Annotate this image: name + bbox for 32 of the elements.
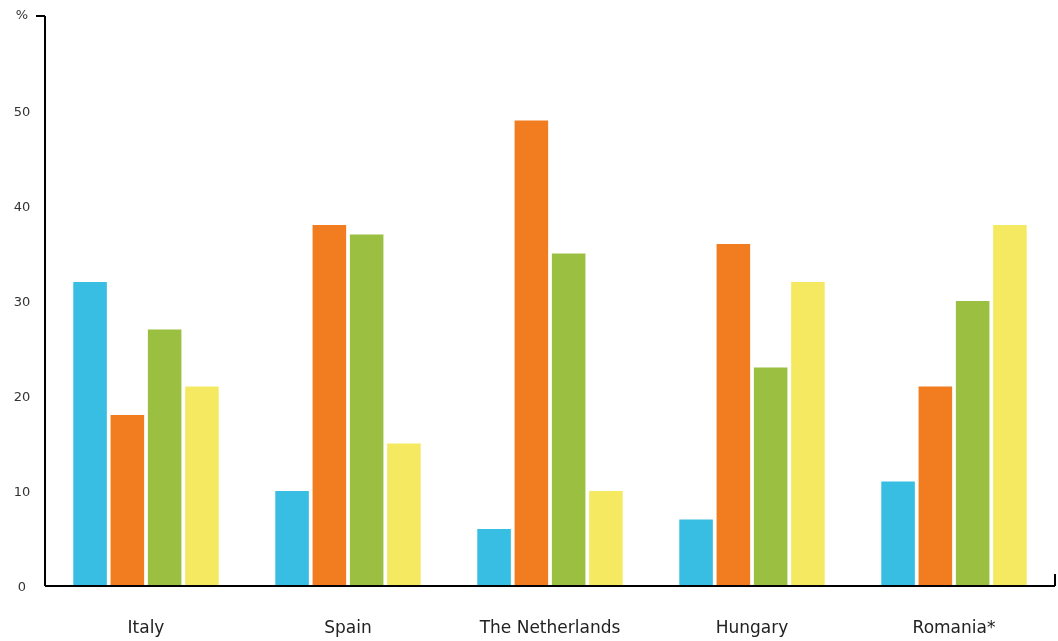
bar	[881, 481, 915, 586]
x-tick-label: Romania*	[912, 617, 996, 637]
bar	[551, 253, 586, 586]
y-axis-title: %	[15, 6, 29, 22]
bar	[679, 519, 713, 586]
bar	[589, 491, 623, 586]
x-tick-label: The Netherlands	[478, 617, 621, 637]
bar	[387, 443, 421, 586]
bar	[185, 386, 219, 586]
bar	[955, 301, 990, 586]
bar	[791, 282, 825, 586]
bar	[73, 282, 107, 586]
bar	[110, 415, 145, 586]
bar	[477, 529, 511, 586]
bar	[514, 120, 549, 586]
x-tick-label: Spain	[324, 617, 372, 637]
bar	[918, 386, 953, 586]
bar	[753, 367, 788, 586]
y-tick-label: 40	[13, 198, 31, 214]
y-tick-label: 20	[13, 388, 31, 404]
y-tick-label: 30	[13, 293, 31, 309]
x-tick-label: Hungary	[715, 617, 789, 637]
bar	[147, 329, 182, 586]
bar	[349, 234, 384, 586]
bar	[993, 225, 1027, 586]
y-tick-label: 50	[13, 103, 31, 119]
bar	[312, 225, 347, 586]
y-tick-label: 0	[17, 578, 27, 594]
bar	[275, 491, 309, 586]
bar	[716, 244, 751, 586]
y-tick-label: 10	[13, 483, 31, 499]
x-tick-label: Italy	[127, 617, 165, 637]
